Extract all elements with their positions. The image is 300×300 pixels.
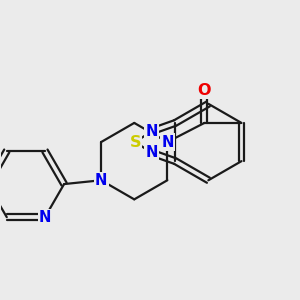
Text: N: N	[39, 210, 51, 225]
Text: N: N	[161, 134, 173, 149]
Text: O: O	[198, 83, 211, 98]
Text: N: N	[95, 173, 107, 188]
Text: N: N	[146, 124, 158, 139]
Text: S: S	[129, 134, 141, 149]
Text: N: N	[146, 145, 158, 160]
